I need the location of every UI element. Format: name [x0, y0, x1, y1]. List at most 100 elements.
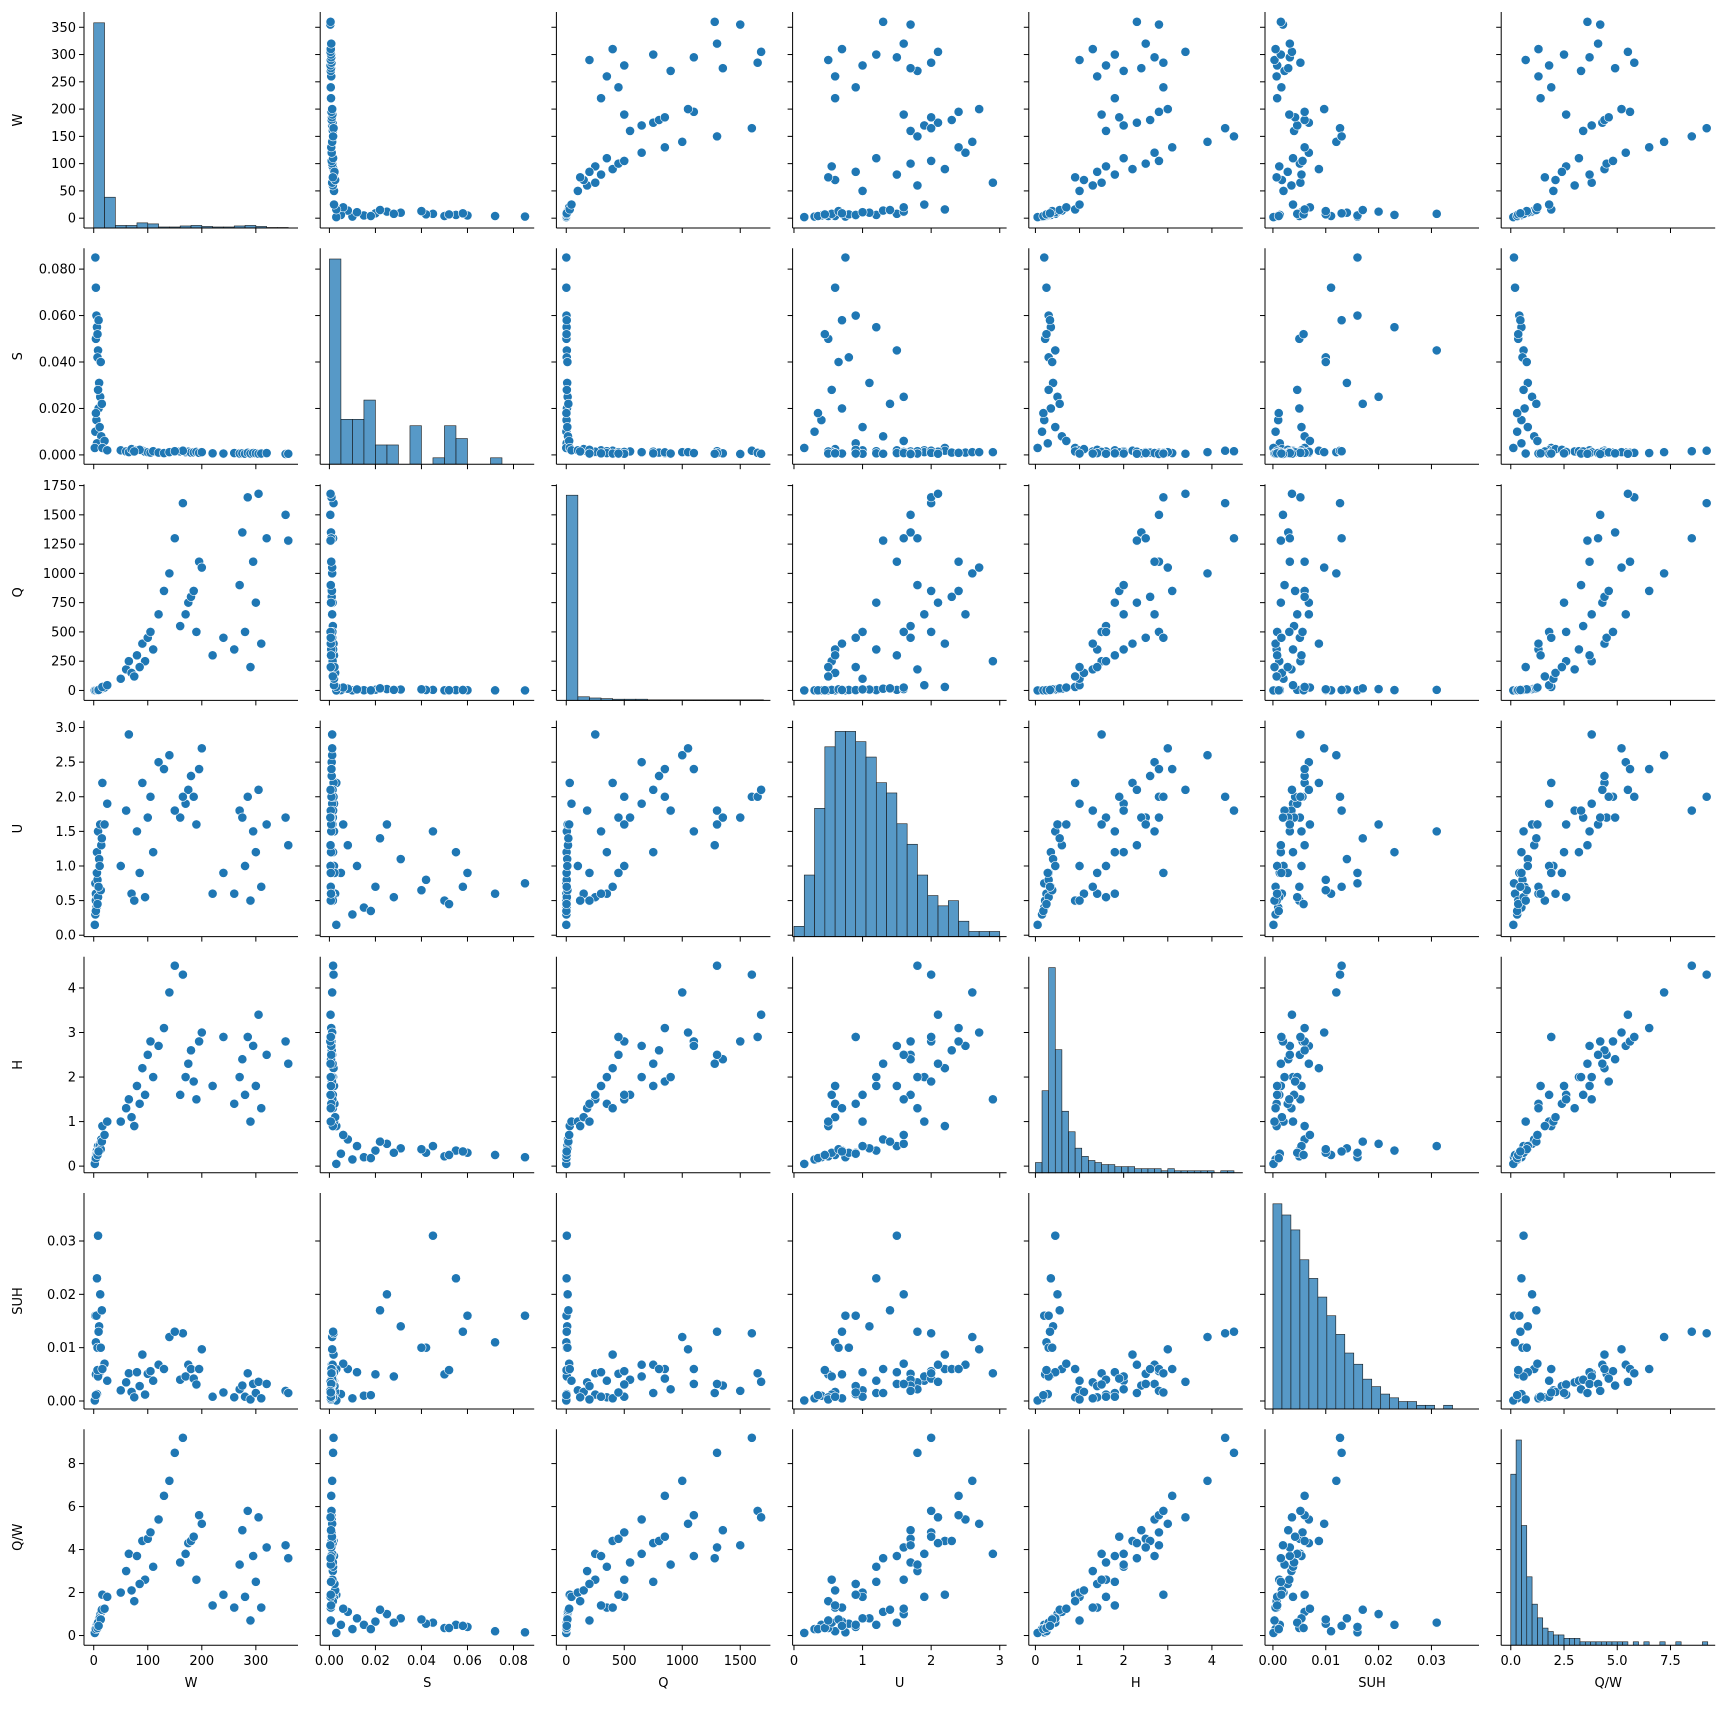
- scatter-point: [607, 881, 618, 892]
- scatter-point: [1593, 1049, 1603, 1060]
- scatter-point: [837, 44, 847, 54]
- y-tick-label: 150: [51, 130, 76, 145]
- scatter-point: [1114, 791, 1125, 802]
- scatter-point: [1202, 1332, 1213, 1342]
- scatter-point: [1336, 446, 1347, 457]
- scatter-point: [1275, 840, 1286, 851]
- scatter-point: [1644, 448, 1655, 458]
- scatter-point: [164, 1475, 175, 1486]
- hist-bar: [1702, 1641, 1709, 1646]
- scatter-point: [253, 784, 264, 795]
- scatter-point: [912, 664, 923, 675]
- hist-bar: [958, 920, 970, 937]
- scatter-point: [388, 1147, 399, 1158]
- scatter-point: [1132, 597, 1142, 608]
- scatter-point: [1431, 345, 1442, 356]
- y-tick-label: 2.0: [55, 790, 76, 805]
- scatter-point: [665, 805, 676, 816]
- scatter-point: [1299, 1045, 1310, 1056]
- scatter-point: [813, 408, 823, 419]
- scatter-point: [1299, 1121, 1310, 1131]
- scatter-point: [1282, 662, 1293, 672]
- scatter-point: [1061, 682, 1072, 693]
- y-tick-label: 0: [68, 1629, 76, 1644]
- scatter-point: [967, 1475, 978, 1486]
- scatter-point: [613, 448, 624, 459]
- scatter-point: [1271, 71, 1282, 82]
- scatter-point: [142, 1049, 153, 1060]
- scatter-point: [129, 446, 140, 457]
- scatter-point: [636, 757, 647, 768]
- panel: [787, 720, 1007, 942]
- scatter-point: [248, 1551, 259, 1561]
- scatter-point: [939, 1349, 950, 1360]
- scatter-point: [561, 899, 572, 909]
- scatter-point: [926, 1032, 937, 1042]
- scatter-point: [1154, 764, 1164, 774]
- hist-bar: [1659, 1641, 1666, 1646]
- scatter-point: [1284, 819, 1295, 830]
- scatter-point: [905, 1089, 916, 1100]
- panel: [1496, 484, 1716, 706]
- scatter-point: [1295, 447, 1306, 458]
- scatter-point: [1512, 426, 1523, 437]
- scatter-point: [596, 93, 606, 104]
- scatter-point: [1599, 1364, 1610, 1374]
- scatter-point: [584, 1381, 595, 1391]
- x-tick-label: 0.06: [453, 1654, 482, 1669]
- scatter-point: [898, 1138, 909, 1149]
- scatter-point: [347, 1393, 358, 1404]
- scatter-point: [967, 1332, 978, 1342]
- scatter-point: [1561, 109, 1572, 120]
- scatter-point: [280, 1036, 291, 1047]
- scatter-point: [1521, 1342, 1532, 1353]
- scatter-point: [912, 1103, 923, 1114]
- x-tick-label: 0.03: [1417, 1654, 1446, 1669]
- scatter-point: [898, 1289, 909, 1300]
- scatter-point: [1593, 533, 1603, 544]
- scatter-point: [1158, 448, 1169, 459]
- scatter-point: [1313, 638, 1324, 649]
- scatter-point: [1074, 861, 1085, 871]
- scatter-point: [830, 1098, 841, 1109]
- scatter-point: [1576, 580, 1586, 590]
- scatter-point: [1336, 1447, 1347, 1458]
- y-tick-label: 2: [68, 1586, 76, 1601]
- scatter-point: [1050, 345, 1061, 356]
- scatter-point: [1520, 1394, 1531, 1405]
- scatter-point: [1584, 1040, 1595, 1051]
- scatter-point: [352, 1367, 362, 1378]
- scatter-point: [1582, 840, 1593, 851]
- scatter-point: [96, 398, 107, 409]
- scatter-point: [1052, 1289, 1063, 1300]
- panel: [1023, 12, 1243, 233]
- scatter-point: [926, 627, 937, 637]
- scatter-point: [1140, 158, 1151, 169]
- hist-bar: [1281, 1214, 1292, 1410]
- scatter-point: [1271, 671, 1282, 682]
- x-tick-label: 200: [189, 1654, 214, 1669]
- scatter-point: [953, 556, 964, 567]
- scatter-point: [636, 1548, 647, 1559]
- scatter-point: [1274, 161, 1285, 172]
- scatter-point: [561, 252, 572, 263]
- scatter-point: [636, 1371, 647, 1382]
- scatter-point: [619, 1366, 630, 1377]
- scatter-point: [1061, 1358, 1072, 1369]
- scatter-point: [180, 1072, 191, 1082]
- scatter-point: [1180, 448, 1191, 459]
- scatter-point: [1622, 488, 1633, 499]
- scatter-point: [1070, 671, 1081, 682]
- scatter-point: [132, 1081, 142, 1091]
- scatter-point: [1296, 169, 1307, 180]
- scatter-point: [584, 1579, 595, 1589]
- scatter-point: [328, 960, 338, 971]
- scatter-point: [1149, 609, 1160, 620]
- scatter-point: [1532, 436, 1543, 446]
- scatter-point: [145, 627, 156, 637]
- scatter-point: [926, 1505, 937, 1516]
- scatter-point: [1092, 888, 1103, 899]
- scatter-point: [325, 509, 336, 520]
- scatter-point: [987, 447, 998, 458]
- hist-bar: [1632, 1641, 1639, 1646]
